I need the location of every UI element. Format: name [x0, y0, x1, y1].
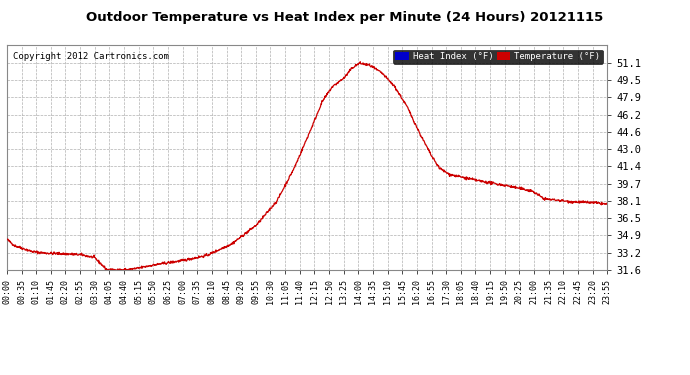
Legend: Heat Index (°F), Temperature (°F): Heat Index (°F), Temperature (°F)	[393, 50, 602, 64]
Text: Copyright 2012 Cartronics.com: Copyright 2012 Cartronics.com	[13, 52, 169, 61]
Text: Outdoor Temperature vs Heat Index per Minute (24 Hours) 20121115: Outdoor Temperature vs Heat Index per Mi…	[86, 11, 604, 24]
